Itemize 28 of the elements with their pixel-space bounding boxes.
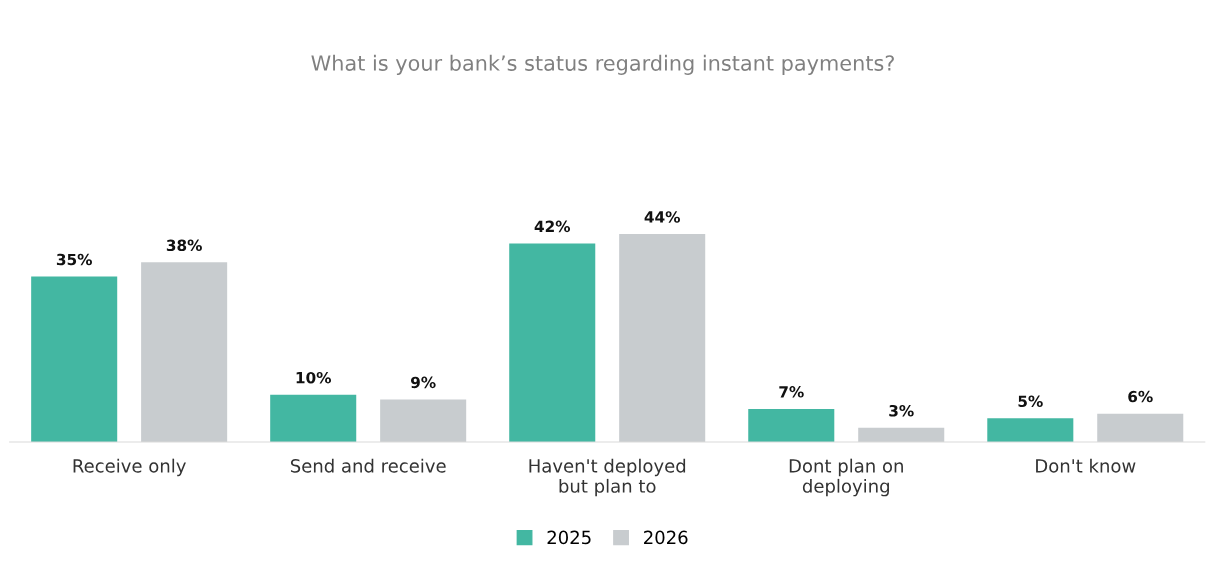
x-tick-label: Send and receive xyxy=(290,458,446,473)
bar xyxy=(1097,413,1184,443)
bar xyxy=(270,394,357,443)
data-label: 5% xyxy=(1018,395,1043,408)
data-label: 3% xyxy=(889,404,914,417)
data-label: 6% xyxy=(1128,390,1153,403)
data-label: 38% xyxy=(166,239,202,252)
data-label: 44% xyxy=(644,211,680,223)
bar xyxy=(987,418,1074,443)
bar xyxy=(619,234,706,443)
data-label: 10% xyxy=(296,371,332,384)
bar xyxy=(858,427,945,443)
bar xyxy=(748,408,835,443)
chart-title: What is your bank’s status regarding instant payments? xyxy=(311,54,894,75)
bar xyxy=(141,262,228,443)
bar xyxy=(380,399,467,443)
data-label: 9% xyxy=(410,376,436,389)
data-label: 42% xyxy=(534,220,571,233)
legend-label: 2025 xyxy=(547,530,591,545)
legend-label: 2026 xyxy=(644,530,688,545)
bar xyxy=(31,276,118,443)
data-label: 35% xyxy=(56,253,92,266)
x-tick-label: Receive only xyxy=(73,458,186,477)
bar xyxy=(509,243,596,443)
data-label: 7% xyxy=(779,386,804,398)
x-tick-label: Don't know xyxy=(1036,458,1136,473)
x-tick-label: Dont plan on deploying xyxy=(789,458,903,497)
x-tick-label: Haven't deployed but plan to xyxy=(529,458,686,497)
